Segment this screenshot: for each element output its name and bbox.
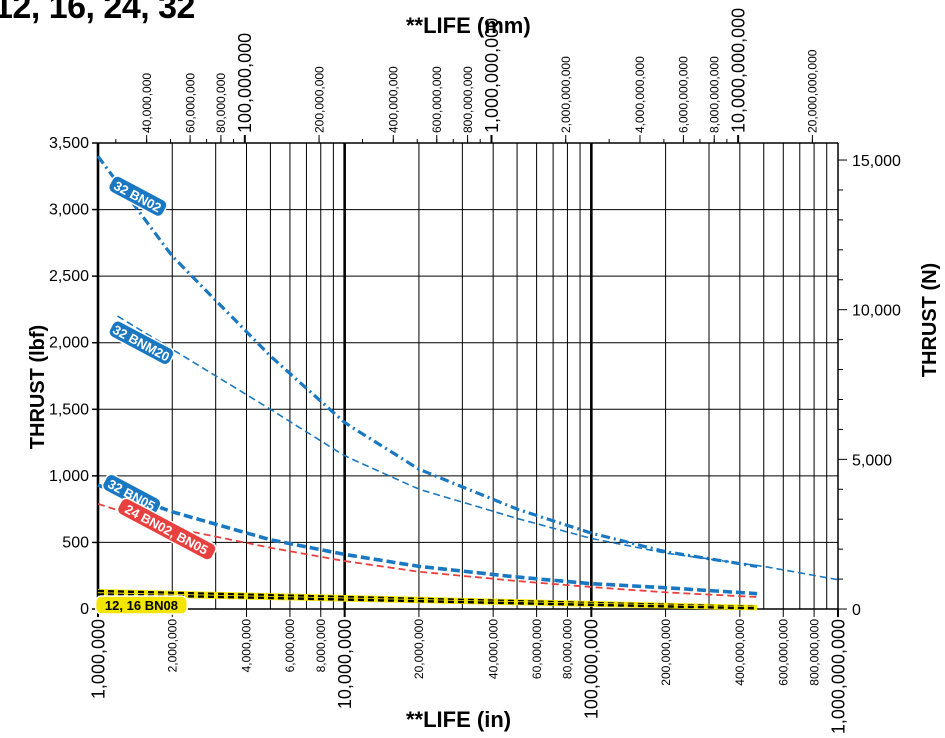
right-tick-label: 15,000 <box>852 153 901 170</box>
series-label-0: 32 BN02 <box>107 175 168 218</box>
bottom-tick-label: 40,000,000 <box>486 619 500 679</box>
bottom-tick-label: 20,000,000 <box>412 619 426 679</box>
right-axis-title: THRUST (N) <box>919 263 941 377</box>
top-tick-label: 6,000,000,000 <box>677 56 691 133</box>
top-tick-label: 200,000,000 <box>312 66 326 133</box>
bottom-tick-label: 400,000,000 <box>733 619 747 686</box>
bottom-tick-label: 4,000,000 <box>240 619 254 673</box>
top-tick-label: 100,000,000 <box>235 33 255 133</box>
axes: 0 500 1,000 1,500 2,000 2,500 3,000 3,500 0 5,000… <box>49 8 901 734</box>
bottom-tick-label: 800,000,000 <box>807 619 821 686</box>
series-label-bg <box>108 319 175 366</box>
grid <box>96 142 838 610</box>
series-label-4: 12, 16 BN08 <box>94 595 188 615</box>
top-tick-label: 8,000,000,000 <box>707 56 721 133</box>
series-label-text: 12, 16 BN08 <box>105 598 178 613</box>
top-tick-label: 800,000,000 <box>461 66 475 133</box>
left-tick-label: 2,000 <box>49 335 89 352</box>
top-tick-label: 60,000,000 <box>183 73 197 133</box>
series-line-0 <box>96 155 758 568</box>
top-tick-label: 10,000,000,000 <box>728 8 748 133</box>
bottom-tick-label: 80,000,000 <box>561 619 575 679</box>
right-tick-label: 0 <box>852 602 861 619</box>
bottom-tick-label: 600,000,000 <box>776 619 790 686</box>
series-group <box>96 155 839 611</box>
series-line-1 <box>117 315 839 581</box>
bottom-tick-label: 6,000,000 <box>283 619 297 673</box>
left-axis-title: THRUST (lbf) <box>27 325 49 449</box>
left-tick-label: 1,000 <box>49 468 89 485</box>
series-label-bg <box>107 175 168 218</box>
bottom-tick-label: 10,000,000 <box>335 619 355 709</box>
top-tick-label: 600,000,000 <box>430 66 444 133</box>
left-tick-label: 3,000 <box>49 202 89 219</box>
top-tick-label: 1,000,000,000 <box>482 18 502 133</box>
top-tick-label: 80,000,000 <box>214 73 228 133</box>
bottom-tick-label: 1,000,000 <box>88 619 108 699</box>
chart-title-fragment: 12, 16, 24, 32 <box>0 0 195 26</box>
bottom-tick-label: 100,000,000 <box>582 619 602 719</box>
top-tick-label: 40,000,000 <box>140 73 154 133</box>
series-label-3: 24 BN02, BN05 <box>116 497 217 561</box>
top-axis-title: **LIFE (mm) <box>406 13 531 38</box>
series-line-base-5 <box>97 592 758 611</box>
bottom-axis-title: **LIFE (in) <box>406 707 511 732</box>
bottom-tick-label: 60,000,000 <box>530 619 544 679</box>
left-tick-label: 3,500 <box>49 135 89 152</box>
top-tick-label: 4,000,000,000 <box>633 56 647 133</box>
series-label-bg <box>94 595 188 615</box>
bottom-tick-label: 200,000,000 <box>659 619 673 686</box>
top-tick-label: 20,000,000,000 <box>806 49 820 133</box>
right-tick-label: 5,000 <box>852 452 892 469</box>
right-tick-label: 10,000 <box>852 303 901 320</box>
series-line-3 <box>97 502 758 598</box>
bottom-tick-label: 1,000,000,000 <box>828 619 848 734</box>
left-tick-label: 0 <box>80 601 89 618</box>
bottom-tick-label: 2,000,000 <box>165 619 179 673</box>
left-tick-label: 2,500 <box>49 268 89 285</box>
series-line-2 <box>97 483 758 596</box>
top-tick-label: 400,000,000 <box>387 66 401 133</box>
top-tick-label: 2,000,000,000 <box>559 56 573 133</box>
left-tick-label: 500 <box>62 534 89 551</box>
left-tick-label: 1,500 <box>49 401 89 418</box>
series-label-bg <box>116 497 217 561</box>
bottom-tick-label: 8,000,000 <box>314 619 328 673</box>
